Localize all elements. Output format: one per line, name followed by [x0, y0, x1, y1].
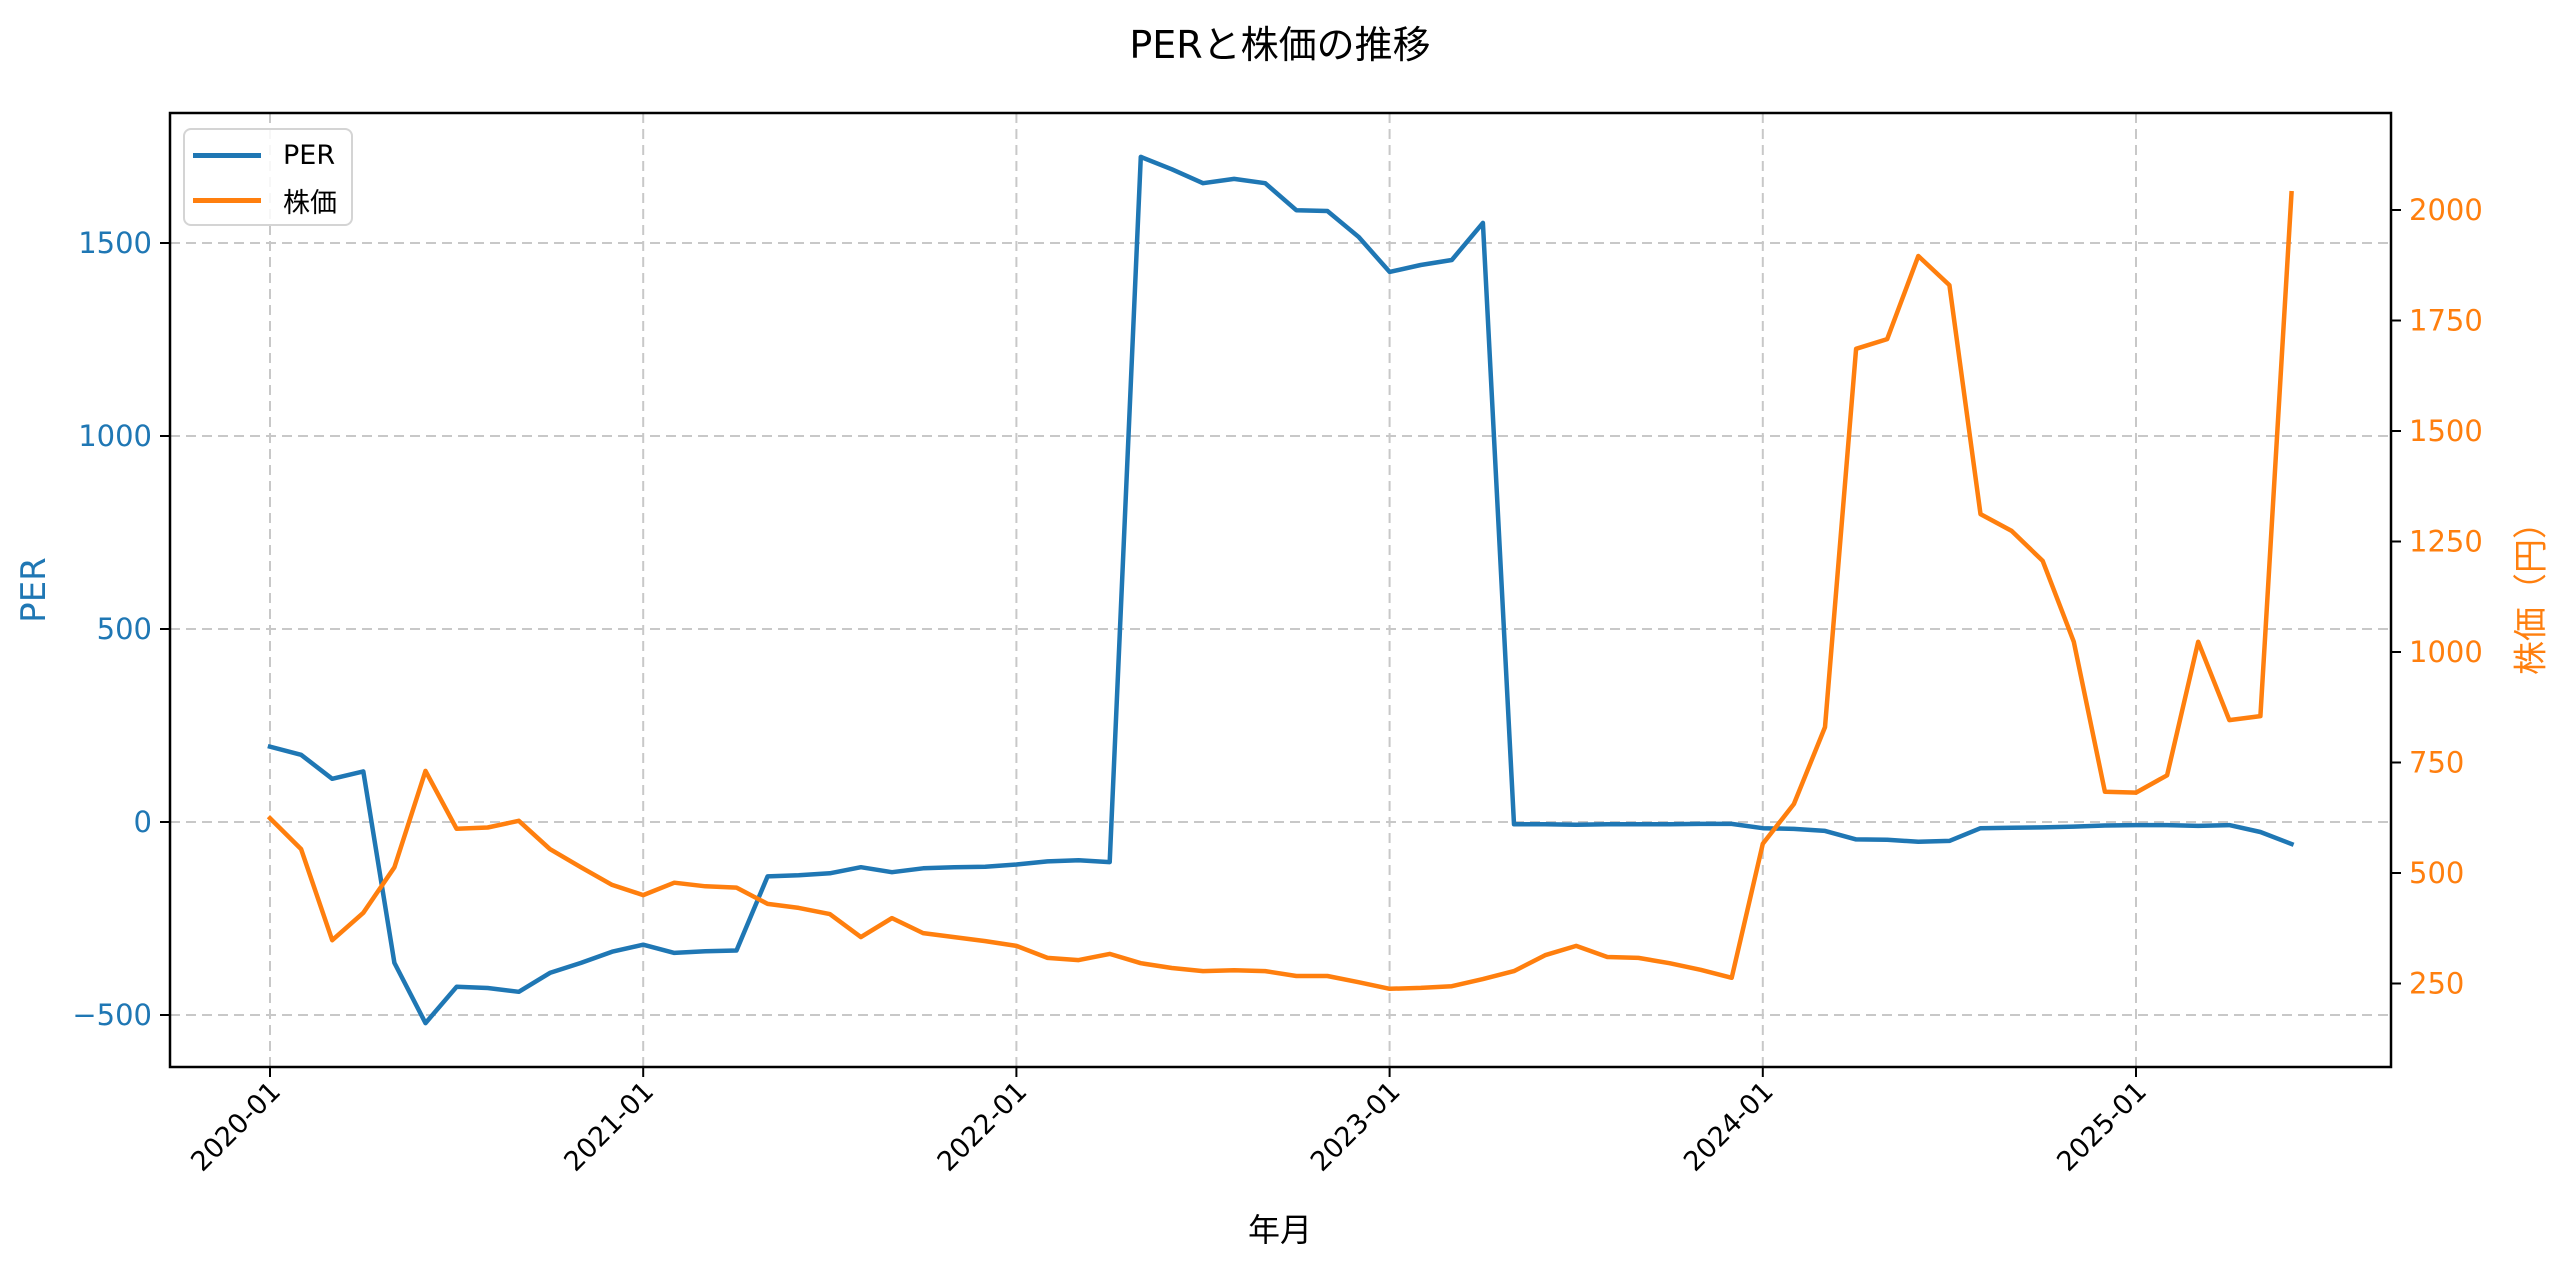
legend-item-price: 株価 — [193, 185, 337, 219]
right-y-tick-label: 1500 — [2409, 414, 2483, 448]
x-tick-label: 2024-01 — [1678, 1076, 1780, 1178]
left-y-tick-label: 500 — [97, 612, 152, 646]
x-tick-label: 2021-01 — [558, 1076, 660, 1178]
y-axis-label-left: PER — [14, 557, 54, 623]
chart-title: PERと株価の推移 — [1129, 23, 1431, 67]
legend-label-price: 株価 — [283, 187, 337, 219]
left-y-tick-label: 1500 — [78, 226, 152, 260]
legend-swatch-price — [193, 197, 261, 203]
legend-item-per: PER — [193, 139, 336, 171]
left-y-axis-ticks: −500 0 500 1000 1500 — [72, 226, 170, 1032]
legend-swatch-per — [193, 152, 261, 158]
gridlines — [170, 113, 2391, 1067]
x-tick-label: 2020-01 — [185, 1076, 287, 1178]
legend-label-per: PER — [283, 139, 336, 171]
right-y-tick-label: 1000 — [2409, 635, 2483, 669]
right-y-tick-label: 1250 — [2409, 525, 2483, 559]
data-lines — [266, 154, 2295, 1026]
price-line — [266, 190, 2294, 992]
x-tick-label: 2023-01 — [1305, 1076, 1407, 1178]
left-y-tick-label: 0 — [134, 805, 152, 839]
x-axis-ticks: 2020-01 2021-01 2022-01 2023-01 2024-01 2025-… — [185, 1067, 2153, 1178]
right-y-tick-label: 500 — [2409, 856, 2464, 890]
left-y-tick-label: −500 — [72, 998, 152, 1032]
right-y-tick-label: 2000 — [2409, 193, 2483, 227]
right-y-tick-label: 250 — [2409, 967, 2464, 1001]
right-y-tick-label: 750 — [2409, 746, 2464, 780]
x-axis-label: 年月 — [1247, 1211, 1312, 1249]
plot-area-frame — [168, 111, 2393, 1069]
x-tick-label: 2025-01 — [2051, 1076, 2153, 1178]
legend: PER 株価 — [183, 128, 353, 226]
x-tick-label: 2022-01 — [932, 1076, 1034, 1178]
left-y-tick-label: 1000 — [78, 419, 152, 453]
right-y-axis-ticks: 250 500 750 1000 1250 1500 1750 2000 — [2391, 193, 2483, 1001]
y-axis-label-right: 株価（円） — [2511, 505, 2552, 675]
right-y-tick-label: 1750 — [2409, 304, 2483, 338]
per-line — [267, 154, 2295, 1026]
